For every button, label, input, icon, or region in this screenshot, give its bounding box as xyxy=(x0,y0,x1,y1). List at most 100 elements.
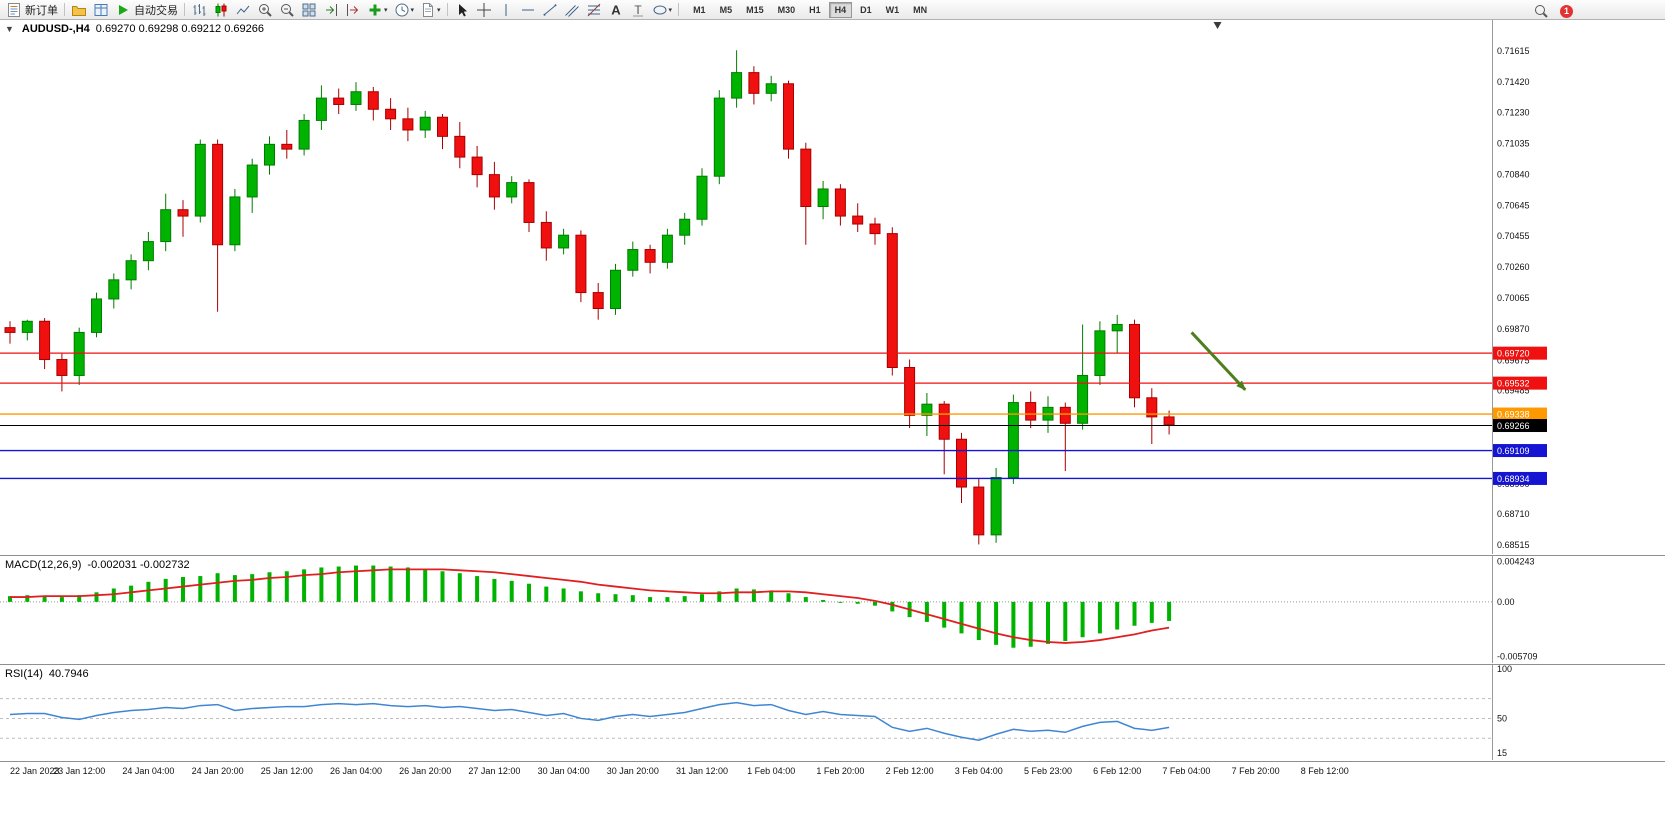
trendline-icon xyxy=(543,3,557,16)
macd-signal-line xyxy=(10,568,1170,644)
toolbar-separator xyxy=(184,3,185,16)
timeframe-h1[interactable]: H1 xyxy=(803,2,827,18)
search-button[interactable] xyxy=(1530,2,1552,20)
chart-shift-button[interactable] xyxy=(342,1,364,19)
zoom-out-icon xyxy=(281,3,294,17)
crosshair-tool-button[interactable] xyxy=(473,1,495,19)
toolbar-separator xyxy=(678,3,680,16)
chevron-down-icon: ▾ xyxy=(410,6,415,14)
toolbar-right-group: 1 xyxy=(1530,2,1573,20)
new-order-button[interactable]: 新订单 xyxy=(3,1,61,19)
text-tool-button[interactable]: A xyxy=(605,1,627,19)
indicators-button[interactable]: ▾ xyxy=(364,1,391,19)
clock-icon xyxy=(395,3,409,16)
rsi-panel[interactable]: 100 50 15 RSI(14) 40.7946 xyxy=(0,664,1665,760)
rsi-value-label: 40.7946 xyxy=(48,668,89,680)
timeframe-m5[interactable]: M5 xyxy=(714,2,739,18)
chart-area: 0.71615 0.71420 0.71230 0.71035 0.70840 0.706… xyxy=(0,20,1665,831)
timeframe-h4[interactable]: H4 xyxy=(828,1,853,18)
time-label: 2 Feb 12:00 xyxy=(885,766,934,776)
zoom-in-button[interactable] xyxy=(254,1,276,19)
market-watch-button[interactable] xyxy=(90,1,112,19)
time-label: 22 Jan 2023 xyxy=(10,766,60,776)
time-label: 25 Jan 12:00 xyxy=(260,766,313,776)
toolbar-separator xyxy=(64,3,65,16)
bar-chart-mode-button[interactable] xyxy=(188,1,210,19)
auto-trading-label: 自动交易 xyxy=(134,4,178,17)
svg-text:0.69109: 0.69109 xyxy=(1497,446,1530,456)
timeframe-m1[interactable]: M1 xyxy=(687,2,712,18)
templates-button[interactable]: ▾ xyxy=(417,1,444,19)
periods-button[interactable]: ▾ xyxy=(391,1,418,19)
template-file-icon xyxy=(423,2,434,17)
channel-tool-button[interactable] xyxy=(561,1,583,19)
equidistant-channel-icon xyxy=(564,4,579,17)
zoom-out-button[interactable] xyxy=(276,1,298,19)
svg-text:0.70645: 0.70645 xyxy=(1497,201,1530,211)
cursor-tool-button[interactable] xyxy=(451,1,473,19)
shapes-ellipse-icon xyxy=(653,5,667,14)
text-label-tool-button[interactable]: T xyxy=(627,1,649,19)
macd-axis[interactable]: 0.004243 0.00 -0.005709 xyxy=(1497,556,1538,661)
price-line-0.68934[interactable]: 0.68934 xyxy=(0,471,1547,485)
rsi-label: RSI(14) 40.7946 xyxy=(5,668,89,680)
time-label: 6 Feb 12:00 xyxy=(1093,766,1142,776)
macd-plot[interactable]: 0.004243 0.00 -0.005709 xyxy=(0,556,1665,663)
notification-badge[interactable]: 1 xyxy=(1560,4,1573,18)
tile-windows-button[interactable] xyxy=(298,1,320,19)
time-label: 3 Feb 04:00 xyxy=(954,766,1003,776)
trendline-tool-button[interactable] xyxy=(539,1,561,19)
main-chart-plot[interactable]: 0.71615 0.71420 0.71230 0.71035 0.70840 0.706… xyxy=(0,20,1665,554)
price-line-0.69266[interactable]: 0.69266 xyxy=(0,419,1547,433)
time-label: 24 Jan 20:00 xyxy=(191,766,244,776)
macd-panel[interactable]: 0.004243 0.00 -0.005709 MACD(12,26,9) -0.0… xyxy=(0,555,1665,663)
timeframe-m30[interactable]: M30 xyxy=(772,2,802,18)
cursor-icon xyxy=(458,3,467,16)
profiles-folder-icon xyxy=(72,5,86,16)
fibonacci-tool-button[interactable] xyxy=(583,1,605,19)
horizontal-line-tool-button[interactable] xyxy=(517,1,539,19)
toolbar-separator xyxy=(446,3,448,16)
timeframe-w1[interactable]: W1 xyxy=(880,2,906,18)
time-label: 26 Jan 04:00 xyxy=(329,766,383,776)
price-line-0.69720[interactable]: 0.69720 xyxy=(0,346,1547,360)
svg-text:0.70455: 0.70455 xyxy=(1497,231,1530,241)
new-order-icon xyxy=(8,2,20,17)
price-line-0.69532[interactable]: 0.69532 xyxy=(0,376,1547,390)
svg-text:0.71035: 0.71035 xyxy=(1497,139,1530,149)
price-line-0.69109[interactable]: 0.69109 xyxy=(0,444,1547,458)
time-label: 31 Jan 12:00 xyxy=(675,766,729,776)
rsi-line xyxy=(9,701,1170,741)
main-chart-panel[interactable]: 0.71615 0.71420 0.71230 0.71035 0.70840 0.706… xyxy=(0,20,1665,554)
rsi-axis[interactable]: 100 50 15 xyxy=(1497,665,1512,758)
svg-text:0.70840: 0.70840 xyxy=(1497,170,1530,180)
macd-histogram xyxy=(8,565,1172,648)
profiles-button[interactable] xyxy=(68,1,90,19)
price-line-0.69338[interactable]: 0.69338 xyxy=(0,407,1547,421)
candles xyxy=(4,50,1175,545)
time-label: 26 Jan 20:00 xyxy=(399,766,452,776)
timeframe-mn[interactable]: MN xyxy=(907,2,933,18)
svg-text:0.69338: 0.69338 xyxy=(1497,410,1530,420)
collapse-panel-icon[interactable]: ▼ xyxy=(5,24,14,34)
time-axis[interactable]: 22 Jan 2023 23 Jan 12:00 24 Jan 04:00 24 Ja… xyxy=(0,761,1665,788)
timeframe-m15[interactable]: M15 xyxy=(740,2,770,18)
crosshair-icon xyxy=(476,2,491,17)
time-label: 24 Jan 04:00 xyxy=(122,766,175,776)
shapes-button[interactable]: ▾ xyxy=(649,1,676,19)
candlestick-icon xyxy=(215,3,227,16)
line-chart-mode-button[interactable] xyxy=(232,1,254,19)
rsi-plot[interactable]: 100 50 15 xyxy=(0,665,1665,760)
auto-scroll-button[interactable] xyxy=(320,1,342,19)
time-label: 1 Feb 20:00 xyxy=(816,766,865,776)
candlestick-mode-button[interactable] xyxy=(210,1,232,19)
vertical-line-tool-button[interactable] xyxy=(495,1,517,19)
macd-label: MACD(12,26,9) -0.002031 -0.002732 xyxy=(5,559,190,571)
timeframe-d1[interactable]: D1 xyxy=(854,2,878,18)
toolbar: 新订单 自动交易 xyxy=(0,0,1665,20)
auto-trading-button[interactable]: 自动交易 xyxy=(112,1,181,19)
trend-arrow-annotation[interactable] xyxy=(1190,331,1247,391)
vertical-line-icon xyxy=(505,3,507,16)
chart-shift-marker[interactable] xyxy=(1213,22,1222,29)
svg-text:0.69870: 0.69870 xyxy=(1497,324,1530,334)
